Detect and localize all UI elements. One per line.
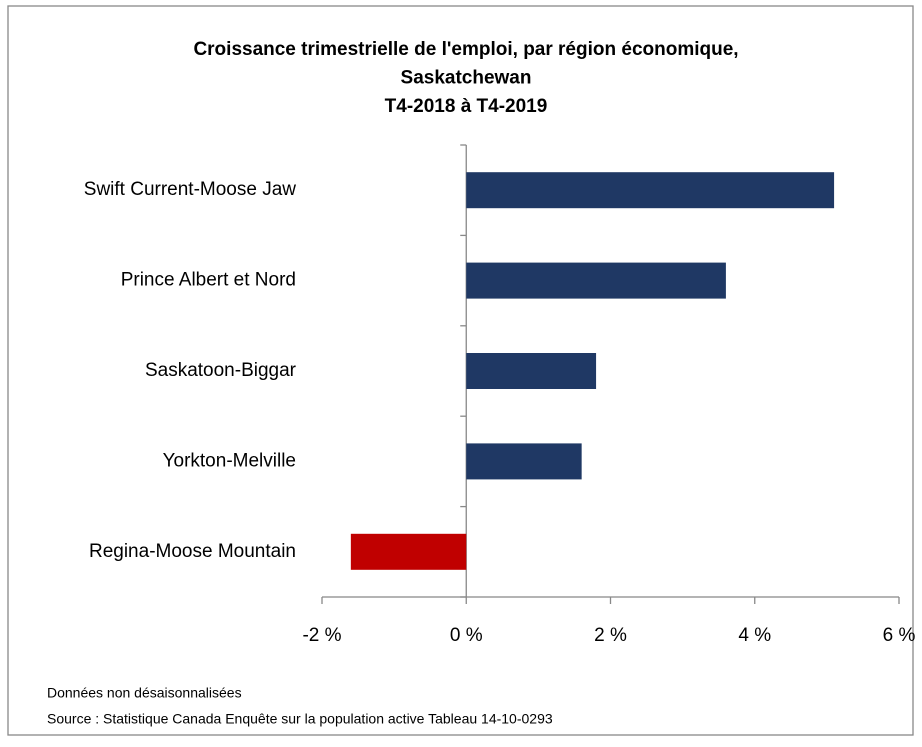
chart-title: Saskatchewan bbox=[401, 68, 532, 89]
category-label: Prince Albert et Nord bbox=[121, 270, 296, 291]
note: Source : Statistique Canada Enquête sur … bbox=[47, 711, 553, 727]
bar bbox=[466, 353, 597, 389]
x-tick-label: -2 % bbox=[302, 625, 341, 646]
x-tick-label: 6 % bbox=[883, 625, 916, 646]
bar bbox=[350, 533, 467, 570]
bar bbox=[466, 172, 835, 209]
bar bbox=[466, 443, 582, 480]
x-tick-label: 4 % bbox=[738, 625, 771, 646]
category-label: Yorkton-Melville bbox=[163, 450, 296, 471]
x-tick-label: 0 % bbox=[450, 625, 483, 646]
chart-title: T4-2018 à T4-2019 bbox=[385, 96, 548, 117]
x-tick-label: 2 % bbox=[594, 625, 627, 646]
chart-frame bbox=[7, 5, 914, 736]
chart-title: Croissance trimestrielle de l'emploi, pa… bbox=[193, 39, 738, 60]
category-label: Swift Current-Moose Jaw bbox=[84, 179, 297, 200]
category-label: Regina-Moose Mountain bbox=[89, 541, 296, 562]
note: Données non désaisonnalisées bbox=[47, 685, 242, 701]
category-label: Saskatoon-Biggar bbox=[145, 360, 297, 381]
bar bbox=[466, 262, 726, 299]
